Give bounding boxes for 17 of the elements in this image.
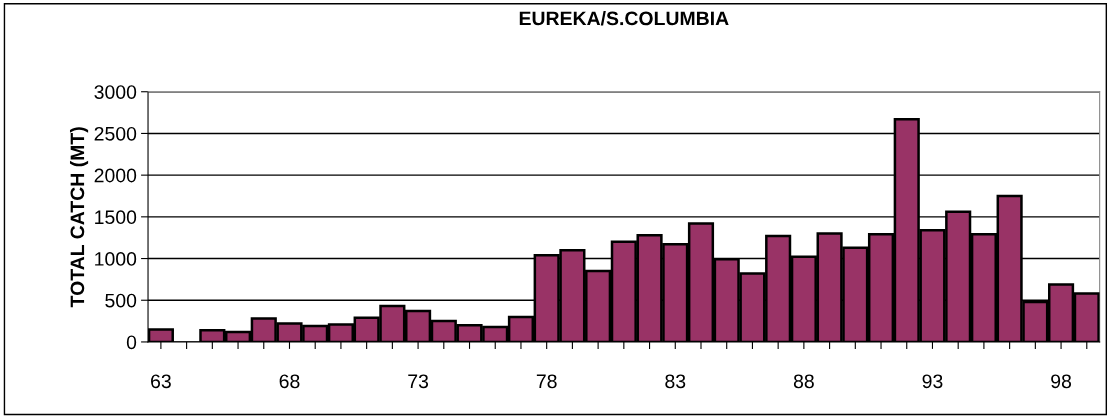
y-tick-label: 500 [105, 293, 137, 308]
chart-title: EUREKA/S.COLUMBIA [519, 10, 729, 26]
y-tick-label: 2000 [94, 168, 137, 183]
x-tick-label: 63 [151, 374, 171, 389]
x-tick-label: 78 [536, 374, 557, 389]
x-tick-label: 93 [922, 374, 943, 389]
y-axis-title: TOTAL CATCH (MT) [69, 127, 89, 308]
y-tick-label: 0 [126, 335, 137, 350]
x-tick-label: 68 [279, 374, 300, 389]
y-tick-label: 3000 [94, 85, 137, 99]
x-tick-label: 88 [793, 374, 814, 389]
y-tick-label: 2500 [94, 126, 137, 141]
x-tick-label: 98 [1051, 374, 1072, 389]
y-tick-label: 1500 [95, 210, 137, 225]
x-tick-label: 73 [408, 374, 429, 389]
y-tick-label: 1000 [95, 252, 137, 266]
x-tick-label: 83 [665, 374, 686, 389]
